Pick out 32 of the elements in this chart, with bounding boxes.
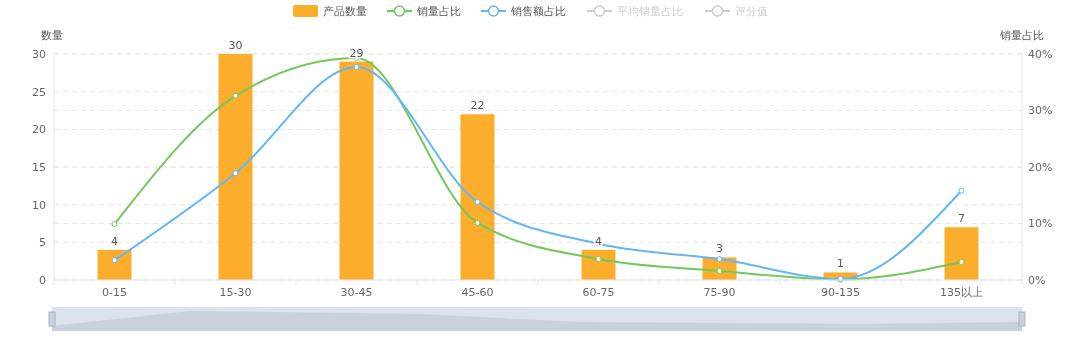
- x-tick-label: 45-60: [461, 286, 494, 299]
- y-tick-label: 30: [32, 47, 46, 61]
- y2-tick-label: 30%: [1028, 104, 1053, 118]
- data-label: 4: [111, 234, 118, 248]
- y-tick-label: 15: [32, 160, 46, 174]
- y2-axis-title: 销量占比: [999, 29, 1044, 42]
- data-label: 30: [228, 39, 243, 52]
- y-tick-label: 20: [32, 123, 46, 137]
- y2-tick-label: 20%: [1028, 160, 1053, 174]
- x-tick-label: 15-30: [219, 286, 252, 299]
- data-label: 7: [958, 212, 965, 226]
- x-tick-label: 0-15: [102, 286, 127, 299]
- data-label: 29: [349, 46, 364, 60]
- y2-tick-label: 40%: [1028, 47, 1053, 61]
- y2-tick-label: 10%: [1028, 217, 1053, 231]
- legend-label: 产品数量: [323, 4, 367, 18]
- y-axis-title: 数量: [41, 29, 63, 42]
- data-label: 1: [837, 257, 844, 271]
- data-label: 22: [470, 99, 485, 113]
- y2-tick-label: 0%: [1028, 273, 1046, 287]
- x-tick-label: 135以上: [940, 286, 983, 299]
- y-tick-label: 0: [39, 273, 46, 287]
- data-label: 3: [716, 242, 723, 256]
- x-tick-label: 75-90: [703, 286, 736, 299]
- y-tick-label: 5: [39, 236, 46, 250]
- x-tick-label: 60-75: [582, 286, 615, 299]
- x-tick-label: 90-135: [821, 286, 860, 299]
- legend-label: 销量占比: [416, 4, 461, 18]
- y-tick-label: 10: [32, 198, 46, 212]
- y-tick-label: 25: [32, 85, 46, 99]
- x-tick-label: 30-45: [340, 286, 373, 299]
- legend-label: 销售额占比: [510, 4, 566, 18]
